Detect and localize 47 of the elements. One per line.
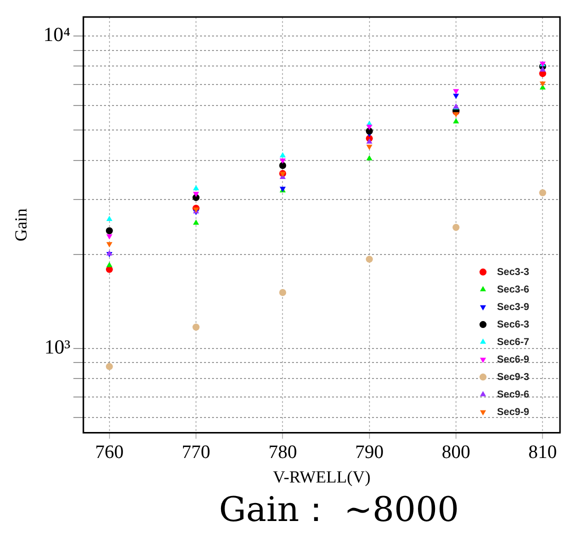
legend-label: Sec3-3	[497, 266, 530, 278]
legend-label: Sec9-6	[497, 389, 530, 400]
point	[192, 324, 200, 331]
point	[452, 112, 460, 118]
legend-label: Sec6-3	[497, 319, 530, 330]
x-tick-label: 780	[268, 442, 297, 464]
point	[106, 242, 112, 248]
x-axis-title: V-RWELL(V)	[272, 467, 370, 486]
point	[280, 158, 286, 164]
point	[539, 189, 546, 196]
point	[279, 162, 286, 169]
point	[452, 224, 460, 231]
y-axis-title: Gain	[12, 208, 31, 242]
point	[193, 184, 200, 190]
point	[279, 289, 286, 296]
point	[366, 124, 372, 130]
legend-label: Sec6-7	[497, 336, 530, 348]
point	[193, 192, 200, 198]
point	[106, 363, 113, 370]
point	[452, 118, 460, 124]
point	[540, 66, 546, 72]
point	[452, 94, 460, 99]
legend-label: Sec3-9	[497, 302, 530, 313]
point	[540, 81, 546, 87]
point	[366, 155, 372, 160]
point	[366, 256, 373, 263]
x-tick-label: 800	[442, 442, 470, 464]
legend-label: Sec9-9	[497, 406, 530, 418]
point	[106, 227, 113, 234]
y-tick-label: 10⁴	[43, 24, 70, 46]
legend-label: Sec3-6	[497, 284, 530, 296]
point	[366, 144, 372, 150]
point	[452, 89, 460, 94]
x-tick-label: 810	[528, 442, 557, 464]
legend-label: Sec6-9	[497, 354, 530, 366]
y-tick-label: 10³	[44, 336, 70, 359]
x-tick-label: 790	[355, 442, 384, 464]
x-tick-label: 760	[95, 442, 124, 464]
text: Gain： ~8000	[218, 489, 460, 532]
x-tick-label: 770	[182, 442, 210, 464]
point	[193, 220, 200, 225]
legend-label: Sec9-3	[497, 372, 530, 383]
point	[106, 234, 112, 240]
point	[106, 262, 112, 268]
point	[106, 216, 112, 222]
point	[280, 152, 286, 158]
point	[366, 138, 372, 144]
